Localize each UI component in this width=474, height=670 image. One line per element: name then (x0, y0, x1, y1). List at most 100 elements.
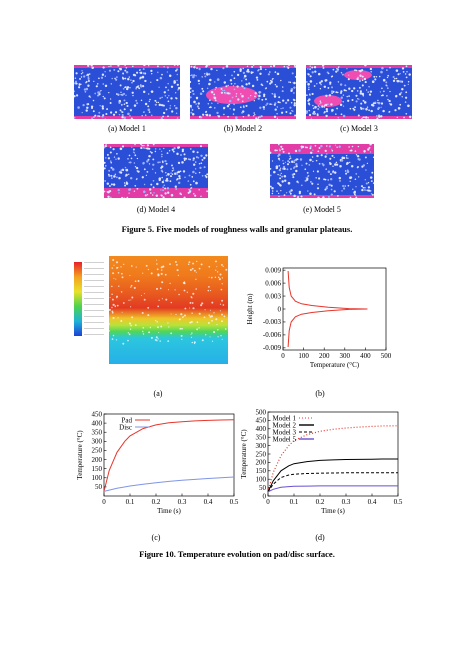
model-4-image (104, 144, 208, 198)
particle (404, 96, 408, 99)
particle (360, 185, 364, 188)
particle (271, 192, 274, 195)
particle (190, 187, 192, 190)
particle (101, 73, 105, 76)
x-tick-label: 0.4 (204, 498, 213, 506)
particle (143, 168, 146, 171)
particle (317, 150, 320, 153)
particle (369, 144, 372, 146)
particle (74, 90, 75, 93)
particle (358, 86, 361, 89)
particle (365, 89, 368, 91)
particle (236, 73, 240, 77)
particle (176, 178, 179, 180)
particle (335, 113, 337, 115)
particle (353, 193, 356, 196)
particle (161, 298, 163, 300)
particle (156, 263, 158, 265)
particle (125, 94, 127, 96)
particle (112, 113, 116, 116)
particle (311, 66, 314, 69)
particle (361, 92, 365, 96)
particle (167, 82, 169, 85)
particle (307, 175, 309, 178)
particle (380, 106, 382, 108)
particle (108, 91, 110, 94)
particle (197, 102, 200, 105)
particle (190, 104, 192, 108)
particle (181, 148, 185, 151)
particle (389, 103, 393, 106)
particle (396, 116, 398, 119)
particle (138, 87, 141, 90)
particle (208, 73, 211, 76)
particle (114, 173, 117, 176)
particle (306, 172, 309, 174)
particle (204, 75, 207, 78)
particle (328, 145, 332, 148)
particle (172, 150, 175, 153)
particle (216, 78, 220, 81)
particle (372, 104, 375, 107)
particle (102, 114, 105, 117)
particle (81, 70, 83, 72)
particle (74, 116, 76, 119)
particle (134, 154, 137, 157)
particle (216, 111, 219, 115)
figure-10d-label: (d) (315, 533, 325, 542)
particle (140, 146, 143, 150)
particle (176, 173, 178, 175)
particle (90, 65, 93, 67)
particle (187, 158, 190, 161)
particle (119, 84, 122, 87)
particle (306, 178, 309, 181)
particle (239, 106, 242, 109)
particle (276, 113, 278, 115)
particle (98, 111, 101, 114)
particle (317, 72, 321, 76)
particle (278, 96, 281, 99)
particle (129, 176, 133, 180)
particle (141, 84, 145, 88)
particle (348, 87, 351, 90)
particle (369, 176, 373, 179)
particle (130, 109, 132, 112)
particle (363, 77, 367, 81)
particle (204, 73, 206, 75)
particle (220, 91, 223, 94)
particle (363, 116, 365, 119)
particle (263, 108, 265, 110)
particle (104, 190, 106, 193)
particle (217, 336, 219, 338)
particle (265, 104, 267, 106)
particle (220, 87, 223, 90)
particle (355, 154, 358, 156)
particle (216, 324, 218, 326)
particle (111, 267, 114, 269)
particle (198, 171, 201, 174)
particle (290, 160, 294, 164)
particle (213, 331, 216, 334)
particle (160, 266, 163, 269)
particle (331, 150, 334, 152)
particle (181, 327, 183, 330)
particle (331, 75, 334, 78)
particle (172, 167, 174, 169)
particle (300, 147, 303, 150)
particle (327, 170, 331, 174)
particle (374, 78, 377, 81)
particle (206, 73, 209, 76)
particle (109, 296, 111, 299)
particle (183, 289, 186, 292)
particle (198, 67, 201, 71)
particle (143, 293, 145, 295)
x-tick-label: 0.2 (316, 498, 325, 506)
particle (112, 183, 116, 186)
particle (370, 193, 373, 195)
particle (101, 107, 105, 110)
particle (130, 324, 132, 327)
particle (87, 103, 90, 106)
particle (214, 88, 217, 91)
particle (91, 117, 94, 119)
particle (281, 90, 284, 93)
